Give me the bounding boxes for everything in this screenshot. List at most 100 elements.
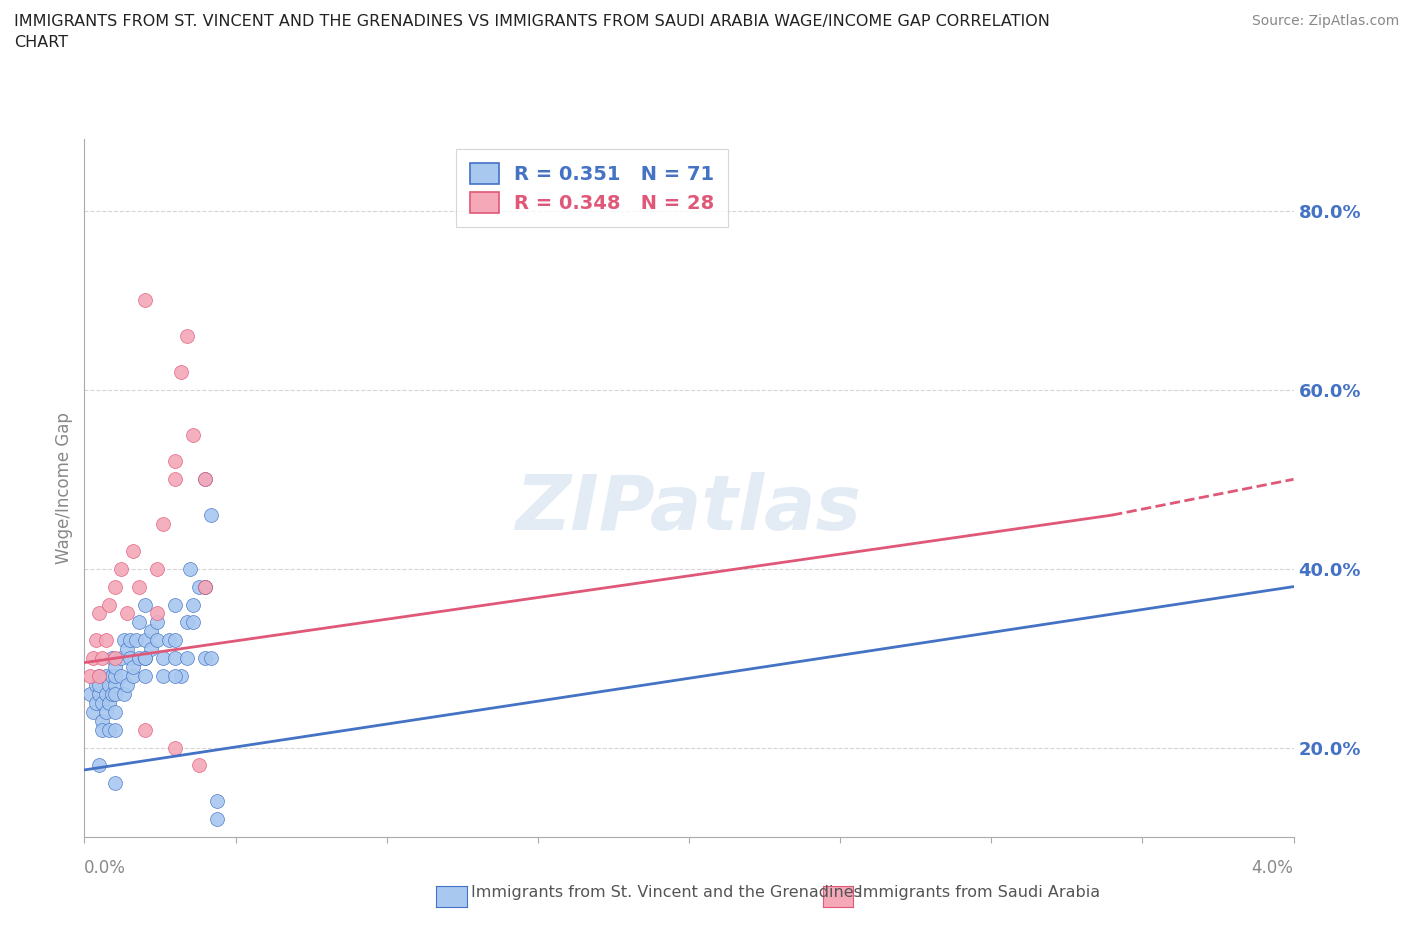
- Point: [181, 427, 204, 442]
- Point: [115, 678, 138, 693]
- Point: [100, 686, 122, 701]
- Point: [104, 776, 127, 790]
- Point: [188, 758, 211, 773]
- Point: [165, 597, 187, 612]
- Point: [112, 686, 135, 701]
- Point: [121, 659, 143, 674]
- Point: [134, 293, 156, 308]
- Point: [194, 579, 217, 594]
- Text: 0.0%: 0.0%: [84, 859, 127, 877]
- Text: ZIPatlas: ZIPatlas: [516, 472, 862, 546]
- Point: [134, 669, 156, 684]
- Point: [110, 562, 132, 577]
- Point: [94, 704, 117, 719]
- Point: [152, 669, 174, 684]
- Point: [157, 632, 180, 647]
- Point: [207, 812, 229, 827]
- Point: [194, 472, 217, 486]
- Point: [100, 651, 122, 666]
- Point: [115, 606, 138, 621]
- Point: [194, 579, 217, 594]
- Point: [86, 632, 108, 647]
- Point: [128, 651, 150, 666]
- Point: [104, 579, 127, 594]
- Point: [115, 642, 138, 657]
- Point: [176, 651, 198, 666]
- Point: [200, 508, 222, 523]
- Point: [97, 597, 120, 612]
- Point: [139, 624, 162, 639]
- Text: 4.0%: 4.0%: [1251, 859, 1294, 877]
- Point: [207, 794, 229, 809]
- Point: [146, 562, 169, 577]
- Text: Immigrants from Saudi Arabia: Immigrants from Saudi Arabia: [858, 885, 1099, 900]
- Text: CHART: CHART: [14, 35, 67, 50]
- Point: [170, 669, 193, 684]
- Point: [94, 669, 117, 684]
- Point: [110, 669, 132, 684]
- Point: [97, 723, 120, 737]
- Point: [91, 651, 114, 666]
- Point: [104, 723, 127, 737]
- Point: [91, 696, 114, 711]
- Point: [79, 686, 101, 701]
- Point: [128, 615, 150, 630]
- Text: IMMIGRANTS FROM ST. VINCENT AND THE GRENADINES VS IMMIGRANTS FROM SAUDI ARABIA W: IMMIGRANTS FROM ST. VINCENT AND THE GREN…: [14, 14, 1050, 29]
- Point: [121, 669, 143, 684]
- Point: [165, 454, 187, 469]
- Point: [89, 606, 111, 621]
- Point: [91, 723, 114, 737]
- Point: [97, 678, 120, 693]
- Point: [89, 686, 111, 701]
- Point: [104, 651, 127, 666]
- Point: [104, 704, 127, 719]
- Point: [179, 562, 201, 577]
- Point: [89, 678, 111, 693]
- Legend: R = 0.351   N = 71, R = 0.348   N = 28: R = 0.351 N = 71, R = 0.348 N = 28: [456, 149, 728, 227]
- Point: [82, 651, 104, 666]
- Point: [128, 579, 150, 594]
- Point: [176, 615, 198, 630]
- Point: [188, 579, 211, 594]
- Point: [139, 642, 162, 657]
- Point: [86, 696, 108, 711]
- Point: [194, 651, 217, 666]
- Point: [125, 632, 148, 647]
- Point: [97, 696, 120, 711]
- Point: [176, 329, 198, 344]
- Point: [194, 472, 217, 486]
- Point: [170, 365, 193, 379]
- Point: [89, 669, 111, 684]
- Point: [146, 632, 169, 647]
- Point: [89, 669, 111, 684]
- Point: [146, 615, 169, 630]
- Point: [110, 651, 132, 666]
- Point: [118, 632, 141, 647]
- Point: [181, 615, 204, 630]
- Point: [134, 723, 156, 737]
- Point: [121, 543, 143, 558]
- Point: [194, 579, 217, 594]
- Point: [134, 632, 156, 647]
- Point: [134, 651, 156, 666]
- Point: [152, 651, 174, 666]
- Y-axis label: Wage/Income Gap: Wage/Income Gap: [55, 412, 73, 565]
- Point: [79, 669, 101, 684]
- Point: [200, 651, 222, 666]
- Point: [82, 704, 104, 719]
- Point: [100, 669, 122, 684]
- Point: [165, 472, 187, 486]
- Point: [86, 678, 108, 693]
- Point: [104, 678, 127, 693]
- Point: [94, 632, 117, 647]
- Point: [94, 686, 117, 701]
- Point: [91, 713, 114, 728]
- Point: [165, 651, 187, 666]
- Point: [89, 758, 111, 773]
- Point: [181, 597, 204, 612]
- Point: [146, 606, 169, 621]
- Point: [104, 669, 127, 684]
- Point: [165, 740, 187, 755]
- Point: [134, 597, 156, 612]
- Point: [134, 651, 156, 666]
